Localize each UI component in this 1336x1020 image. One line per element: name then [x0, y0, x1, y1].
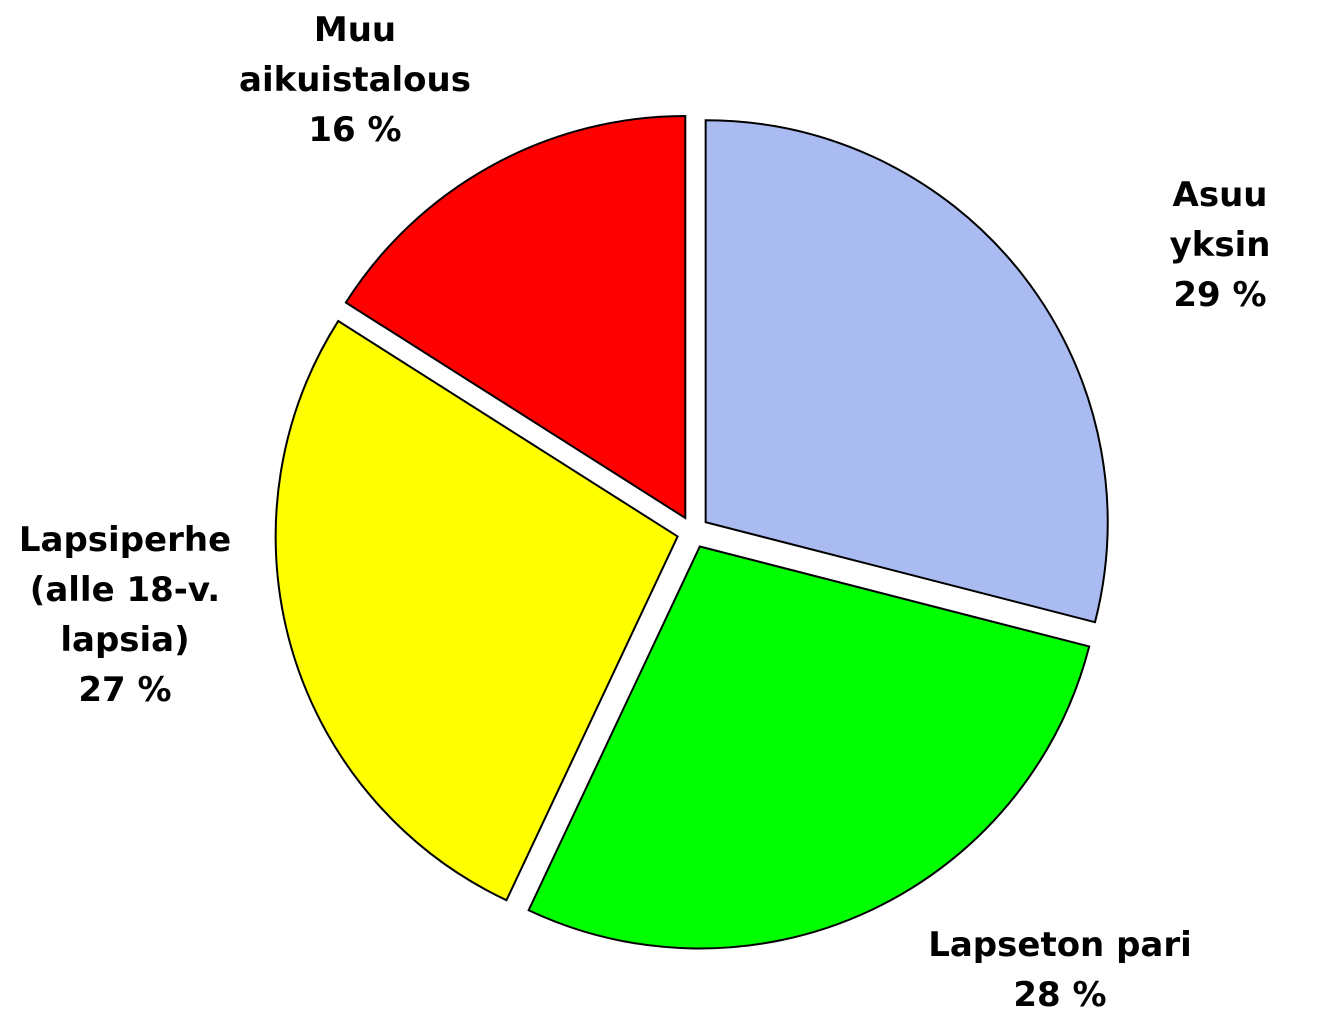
- slice-name: Lapsiperhe (alle 18-v. lapsia): [18, 520, 232, 660]
- slice-value-label: 16 %: [308, 110, 402, 150]
- slice-value-label: 29 %: [1173, 275, 1267, 315]
- pie-slice: [344, 114, 687, 520]
- slice-label: Muu aikuistalous 16 %: [239, 5, 471, 155]
- slice-value-label: 28 %: [1013, 975, 1107, 1015]
- slice-label: Lapsiperhe (alle 18-v. lapsia) 27 %: [19, 515, 231, 715]
- pie-slice: [704, 119, 1109, 624]
- slice-value-label: 27 %: [78, 670, 172, 710]
- slice-label: Lapseton pari 28 %: [928, 920, 1192, 1020]
- pie-slice: [527, 545, 1091, 950]
- slice-name: Lapseton pari: [928, 925, 1192, 965]
- pie-slice: [274, 319, 679, 902]
- slice-name: Muu aikuistalous: [239, 10, 471, 100]
- slice-label: Asuu yksin 29 %: [1162, 170, 1278, 320]
- slice-name: Asuu yksin: [1169, 175, 1271, 265]
